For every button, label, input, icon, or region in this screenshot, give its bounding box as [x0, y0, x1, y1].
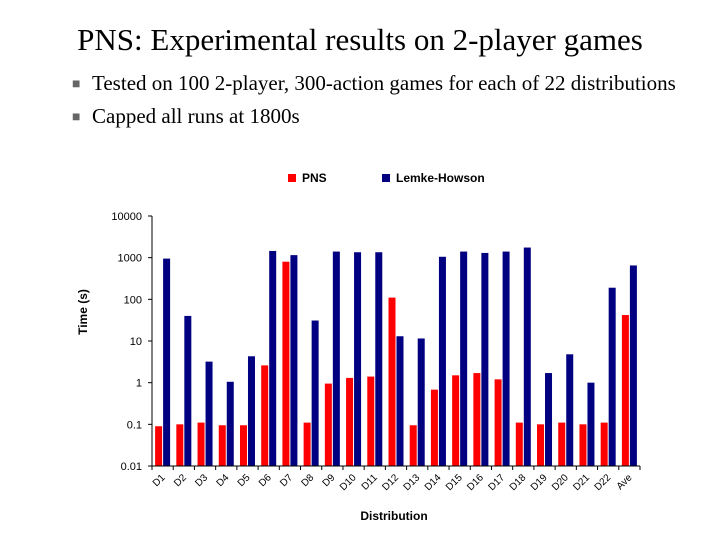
- bar-lemke-howson-d12: [396, 336, 404, 466]
- bar-lemke-howson-d15: [460, 251, 468, 466]
- x-tick-label: D15: [444, 472, 465, 493]
- legend-label-lemke-howson: Lemke-Howson: [396, 171, 485, 185]
- bar-lemke-howson-d16: [481, 252, 489, 466]
- bar-pns-d7: [282, 261, 290, 466]
- bar-pns-d13: [409, 425, 417, 466]
- bullet-list: ■ Tested on 100 2-player, 300-action game…: [72, 70, 692, 136]
- x-tick-label: D6: [257, 472, 274, 489]
- bar-pns-d18: [515, 422, 523, 466]
- x-tick-label: D8: [299, 472, 316, 489]
- x-tick-label: D11: [360, 472, 381, 493]
- bar-pns-d11: [367, 376, 375, 466]
- bar-pns-d15: [452, 375, 460, 466]
- bar-lemke-howson-d11: [375, 252, 383, 466]
- x-tick-label: D22: [593, 472, 614, 493]
- bar-pns-d21: [579, 424, 587, 466]
- x-tick-label: D1: [151, 472, 168, 489]
- legend-swatch-pns: [288, 174, 296, 182]
- legend-swatch-lemke-howson: [382, 174, 390, 182]
- x-tick-label: D3: [193, 472, 210, 489]
- y-tick-label: 10000: [111, 211, 142, 223]
- bar-pns-d8: [303, 422, 311, 466]
- bar-lemke-howson-d5: [247, 356, 255, 466]
- bar-pns-d1: [155, 426, 163, 466]
- x-tick-label: D2: [172, 472, 189, 489]
- bar-pns-d14: [430, 389, 438, 466]
- x-tick-label: D21: [571, 472, 592, 493]
- x-tick-label: D16: [465, 472, 486, 493]
- x-tick-label: D17: [486, 472, 507, 493]
- bar-pns-d17: [494, 379, 502, 466]
- bar-pns-d4: [218, 425, 226, 466]
- y-tick-label: 0.01: [121, 461, 142, 473]
- x-axis: D1 D2 D3 D4 D5 D6 D7 D8 D9 D10 D11 D12 D13 D14 D15 D16 D…: [151, 465, 641, 493]
- x-axis-label: Distribution: [360, 509, 427, 523]
- bar-lemke-howson-d9: [332, 251, 340, 466]
- x-tick-label: D5: [236, 472, 253, 489]
- bar-lemke-howson-d22: [608, 287, 616, 466]
- bar-pns-d19: [537, 424, 545, 466]
- bar-lemke-howson-d6: [269, 250, 277, 466]
- plot-area: [155, 247, 637, 466]
- bar-lemke-howson-d17: [502, 251, 510, 466]
- x-tick-label: D13: [402, 472, 423, 493]
- y-tick-label: 1000: [118, 253, 142, 265]
- bar-pns-ave: [621, 315, 629, 466]
- square-bullet-icon: ■: [72, 77, 81, 92]
- y-tick-label: 100: [124, 294, 142, 306]
- x-tick-label: D7: [278, 472, 295, 489]
- bar-lemke-howson-ave: [629, 265, 637, 466]
- bar-lemke-howson-d10: [354, 252, 362, 466]
- bar-pns-d2: [176, 424, 184, 466]
- bar-pns-d12: [388, 297, 396, 466]
- x-tick-label: D9: [321, 472, 338, 489]
- bar-lemke-howson-d1: [163, 258, 171, 466]
- bar-pns-d6: [261, 365, 269, 466]
- bar-lemke-howson-d4: [226, 381, 234, 466]
- x-tick-label: D20: [550, 472, 571, 493]
- y-axis: 10000 1000 100 10 1 0.1 0.01: [111, 211, 153, 473]
- bar-lemke-howson-d18: [523, 247, 531, 466]
- bar-pns-d20: [558, 422, 566, 466]
- legend: PNS Lemke-Howson: [288, 171, 485, 185]
- bar-chart: PNS Lemke-Howson 10000 1000 100 10 1 0.1 0.01 D…: [76, 171, 641, 523]
- bar-lemke-howson-d13: [417, 338, 425, 466]
- bar-lemke-howson-d19: [545, 373, 553, 466]
- slide-title: PNS: Experimental results on 2-player ga…: [77, 22, 643, 57]
- bullet-text: Capped all runs at 1800s: [92, 104, 300, 128]
- bar-pns-d10: [346, 377, 354, 466]
- square-bullet-icon: ■: [72, 110, 81, 125]
- bar-lemke-howson-d7: [290, 255, 298, 466]
- bar-pns-d9: [324, 383, 332, 466]
- x-tick-label: D18: [508, 472, 529, 493]
- bar-lemke-howson-d2: [184, 315, 192, 466]
- bar-lemke-howson-d20: [566, 354, 574, 466]
- x-tick-label: Ave: [615, 472, 635, 492]
- x-tick-label: D4: [215, 472, 232, 489]
- x-tick-label: D10: [338, 472, 359, 493]
- bar-lemke-howson-d21: [587, 382, 595, 466]
- x-tick-label: D14: [423, 472, 444, 493]
- bullet-item: ■ Capped all runs at 1800s: [72, 103, 692, 131]
- bullet-item: ■ Tested on 100 2-player, 300-action game…: [72, 70, 692, 98]
- y-tick-label: 1: [136, 378, 142, 390]
- bar-lemke-howson-d3: [205, 361, 213, 466]
- y-axis-label: Time (s): [76, 289, 90, 335]
- legend-label-pns: PNS: [302, 171, 327, 185]
- bullet-text: Tested on 100 2-player, 300-action games…: [92, 71, 676, 95]
- x-tick-label: D12: [380, 472, 401, 493]
- bar-lemke-howson-d8: [311, 320, 319, 466]
- bar-lemke-howson-d14: [438, 256, 446, 466]
- bar-pns-d22: [600, 422, 608, 466]
- x-tick-label: D19: [529, 472, 550, 493]
- y-tick-label: 0.1: [127, 419, 142, 431]
- bar-pns-d3: [197, 422, 205, 466]
- bar-pns-d16: [473, 373, 481, 466]
- bar-pns-d5: [239, 425, 247, 466]
- y-tick-label: 10: [130, 336, 142, 348]
